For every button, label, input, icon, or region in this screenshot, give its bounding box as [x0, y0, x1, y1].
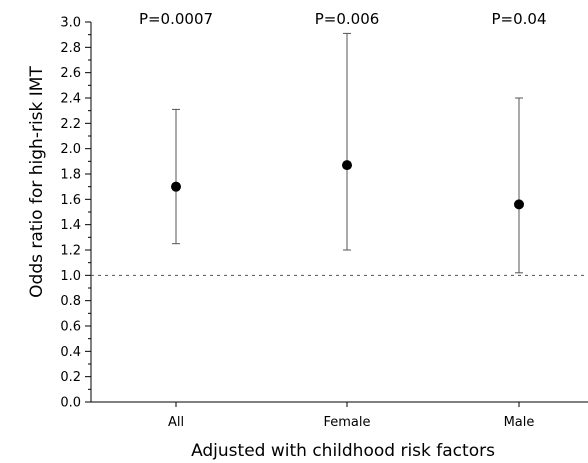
y-axis: 0.0 0.2 0.4 0.6 0.8 1.0 1.2 1.4 1.6 1.8 2.0 2.2 2.4 2…	[60, 16, 92, 411]
data-series	[171, 32, 524, 274]
y-tick-label: 3.0	[60, 16, 81, 31]
y-tick-label: 1.0	[60, 269, 81, 284]
y-tick-label: 0.8	[60, 294, 81, 309]
data-point-male	[514, 199, 524, 210]
y-axis-title: Odds ratio for high-risk IMT	[27, 66, 47, 298]
y-tick-label: 0.2	[60, 370, 81, 385]
p-value-label: P=0.04	[491, 10, 546, 28]
y-tick-label: 2.2	[60, 117, 81, 132]
y-tick-label: 0.0	[60, 396, 81, 411]
y-tick-label: 2.8	[60, 41, 81, 56]
y-tick-label: 0.6	[60, 320, 81, 335]
y-tick-label: 1.8	[60, 168, 81, 183]
y-tick-label: 2.4	[60, 92, 81, 107]
y-tick-label: 0.4	[60, 345, 81, 360]
data-point-female	[342, 160, 352, 171]
x-axis-title: Adjusted with childhood risk factors	[191, 441, 495, 461]
data-point-all	[171, 181, 181, 192]
y-tick-label: 1.6	[60, 193, 81, 208]
p-value-label: P=0.006	[315, 10, 380, 28]
y-tick-label: 2.0	[60, 142, 81, 157]
p-value-label: P=0.0007	[139, 10, 213, 28]
y-tick-label: 2.6	[60, 66, 81, 81]
x-axis: All Female Male	[91, 401, 588, 430]
x-tick-label: Male	[504, 415, 535, 430]
y-tick-label: 1.4	[60, 218, 81, 233]
p-value-labels: P=0.0007 P=0.006 P=0.04	[139, 10, 547, 28]
x-tick-label: All	[168, 415, 184, 430]
x-tick-label: Female	[323, 415, 370, 430]
y-tick-label: 1.2	[60, 244, 81, 259]
